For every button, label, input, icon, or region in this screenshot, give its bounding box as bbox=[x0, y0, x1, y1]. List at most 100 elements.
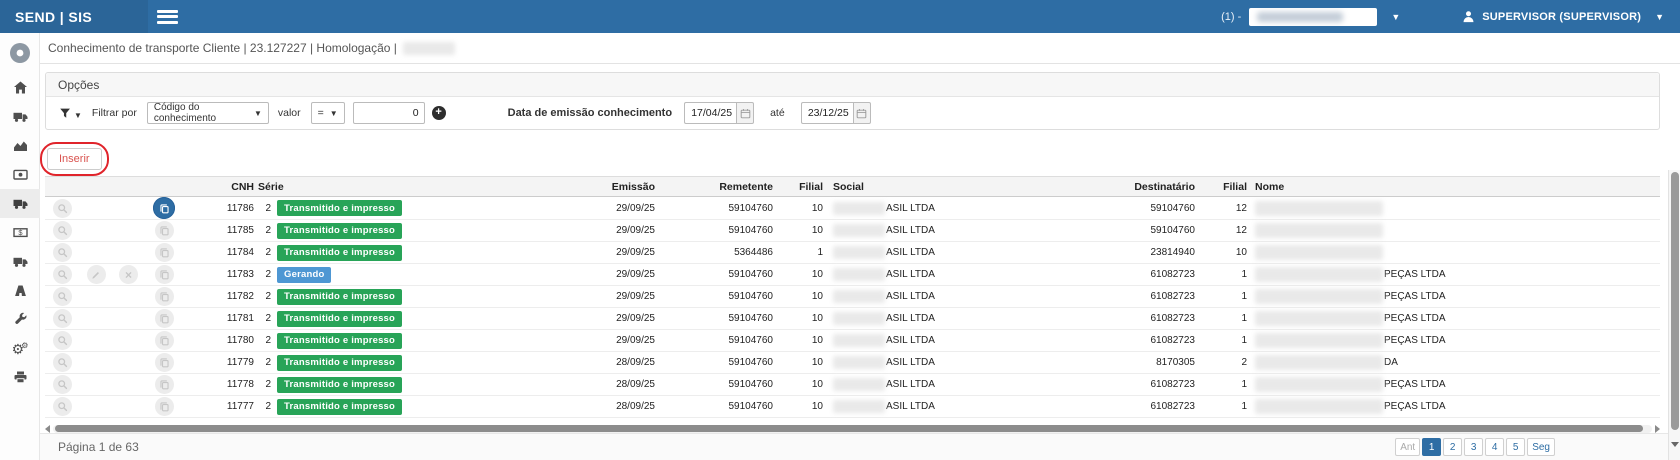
sidebar-item-billing[interactable] bbox=[0, 160, 40, 189]
view-button[interactable] bbox=[53, 353, 72, 372]
sidebar-item-print[interactable] bbox=[0, 363, 40, 392]
user-menu[interactable]: SUPERVISOR (SUPERVISOR) ▼ bbox=[1462, 10, 1664, 23]
filter-field-value: Código do conhecimento bbox=[153, 102, 217, 124]
copy-button[interactable] bbox=[154, 287, 174, 306]
scroll-right-icon[interactable] bbox=[1655, 424, 1660, 433]
environment-label: (1) - bbox=[1221, 10, 1242, 23]
view-button[interactable] bbox=[53, 375, 72, 394]
cell-social: ASIL LTDA bbox=[828, 285, 1040, 308]
company-select[interactable] bbox=[1249, 7, 1378, 26]
horizontal-scroll-thumb[interactable] bbox=[55, 425, 1643, 432]
table-row: 11778 2 Transmitido e impresso 28/09/25 … bbox=[45, 373, 1660, 396]
pagination-page-5[interactable]: 5 bbox=[1506, 438, 1526, 456]
date-from-input[interactable] bbox=[684, 102, 737, 124]
copy-button[interactable] bbox=[154, 331, 174, 350]
breadcrumb: Conhecimento de transporte Cliente | 23.… bbox=[48, 41, 397, 55]
insert-button[interactable]: Inserir bbox=[47, 148, 102, 170]
options-panel: Opções ▼ Filtrar por Código do conhecime… bbox=[45, 72, 1660, 130]
sidebar-item-settings[interactable]: ⚙⚙ bbox=[0, 334, 40, 363]
copy-button[interactable] bbox=[154, 243, 174, 262]
filter-value-input[interactable] bbox=[352, 102, 425, 124]
filter-field-select[interactable]: Código do conhecimento ▼ bbox=[146, 102, 269, 124]
vertical-scroll-thumb[interactable] bbox=[1671, 172, 1679, 430]
cell-remetente: 59104760 bbox=[660, 196, 778, 220]
sidebar-item-home[interactable] bbox=[0, 73, 40, 102]
sidebar-item-transport[interactable] bbox=[0, 102, 40, 131]
cancel-button[interactable]: × bbox=[119, 265, 138, 284]
cell-social: ASIL LTDA bbox=[828, 263, 1040, 286]
copy-button[interactable] bbox=[154, 309, 174, 328]
view-button[interactable] bbox=[53, 331, 72, 350]
add-filter-icon[interactable]: + bbox=[431, 106, 446, 120]
view-button[interactable] bbox=[53, 221, 72, 240]
sidebar-item-reports[interactable] bbox=[0, 131, 40, 160]
view-button[interactable] bbox=[53, 397, 72, 416]
redacted-text bbox=[1255, 311, 1383, 326]
sidebar-item-transport-docs[interactable] bbox=[0, 189, 40, 218]
hamburger-menu-icon[interactable] bbox=[157, 7, 178, 26]
chevron-down-icon[interactable]: ▼ bbox=[1391, 11, 1401, 22]
sidebar-item-tools[interactable] bbox=[0, 305, 40, 334]
table-body: 11786 2 Transmitido e impresso 29/09/25 … bbox=[45, 196, 1660, 418]
cell-serie: 2 bbox=[258, 285, 277, 308]
sidebar-item-fleet[interactable] bbox=[0, 247, 40, 276]
filter-icon[interactable]: ▼ bbox=[59, 107, 82, 120]
view-button[interactable] bbox=[53, 198, 72, 218]
scroll-left-icon[interactable] bbox=[45, 424, 50, 433]
cell-filial-remetente: 10 bbox=[778, 285, 828, 308]
sidebar-item-routes[interactable] bbox=[0, 276, 40, 305]
copy-button[interactable] bbox=[153, 197, 175, 219]
cell-emissao: 29/09/25 bbox=[540, 263, 660, 286]
redacted-text bbox=[1255, 355, 1383, 370]
cogs-icon: ⚙⚙ bbox=[11, 340, 29, 357]
cell-destinatario: 59104760 bbox=[1040, 196, 1200, 220]
operator-select[interactable]: = ▼ bbox=[310, 102, 345, 124]
vertical-scrollbar[interactable] bbox=[1668, 170, 1680, 460]
calendar-icon[interactable] bbox=[736, 102, 755, 124]
status-badge: Transmitido e impresso bbox=[277, 288, 403, 305]
pagination-page-3[interactable]: 3 bbox=[1464, 438, 1484, 456]
date-to-input[interactable] bbox=[800, 102, 853, 124]
pagination-page-1[interactable]: 1 bbox=[1422, 438, 1442, 456]
cell-serie: 2 bbox=[258, 351, 277, 374]
copy-button[interactable] bbox=[154, 375, 174, 394]
pagination-page-4[interactable]: 4 bbox=[1485, 438, 1505, 456]
cell-filial-remetente: 1 bbox=[778, 241, 828, 264]
redacted-text bbox=[833, 378, 885, 391]
horizontal-scrollbar[interactable] bbox=[45, 424, 1660, 433]
scroll-down-icon[interactable] bbox=[1669, 436, 1680, 452]
copy-button[interactable] bbox=[154, 265, 174, 284]
cell-social: ASIL LTDA bbox=[828, 196, 1040, 220]
options-panel-header[interactable]: Opções bbox=[46, 73, 1659, 97]
pagination-prev[interactable]: Ant bbox=[1395, 438, 1421, 456]
cell-cnh: 11784 bbox=[183, 241, 258, 264]
cell-serie: 2 bbox=[258, 263, 277, 286]
view-button[interactable] bbox=[53, 243, 72, 262]
table-row: 11784 2 Transmitido e impresso 29/09/25 … bbox=[45, 241, 1660, 264]
calendar-icon[interactable] bbox=[852, 102, 871, 124]
copy-button[interactable] bbox=[154, 397, 174, 416]
cell-cnh: 11780 bbox=[183, 329, 258, 352]
cell-filial-remetente: 10 bbox=[778, 329, 828, 352]
status-badge: Transmitido e impresso bbox=[277, 310, 403, 327]
copy-button[interactable] bbox=[154, 221, 174, 240]
pagination-next[interactable]: Seg bbox=[1527, 438, 1555, 456]
copy-button[interactable] bbox=[154, 353, 174, 372]
cell-destinatario: 61082723 bbox=[1040, 373, 1200, 396]
table-row: 11779 2 Transmitido e impresso 28/09/25 … bbox=[45, 351, 1660, 374]
cell-destinatario: 23814940 bbox=[1040, 241, 1200, 264]
view-button[interactable] bbox=[53, 265, 72, 284]
view-button[interactable] bbox=[53, 287, 72, 306]
cell-social: ASIL LTDA bbox=[828, 351, 1040, 374]
chevron-down-icon: ▼ bbox=[253, 108, 262, 118]
cell-emissao: 29/09/25 bbox=[540, 241, 660, 264]
sidebar-item-finance[interactable]: $ bbox=[0, 218, 40, 247]
cell-filial-destinatario: 1 bbox=[1200, 263, 1250, 286]
cell-destinatario: 59104760 bbox=[1040, 219, 1200, 242]
app-logo[interactable] bbox=[0, 37, 40, 69]
top-bar: SEND | SIS (1) - ▼ SUPERVISOR (SUPERVISO… bbox=[0, 0, 1680, 33]
edit-button[interactable] bbox=[86, 265, 106, 284]
cell-filial-destinatario: 10 bbox=[1200, 241, 1250, 264]
pagination-page-2[interactable]: 2 bbox=[1443, 438, 1463, 456]
view-button[interactable] bbox=[53, 309, 72, 328]
